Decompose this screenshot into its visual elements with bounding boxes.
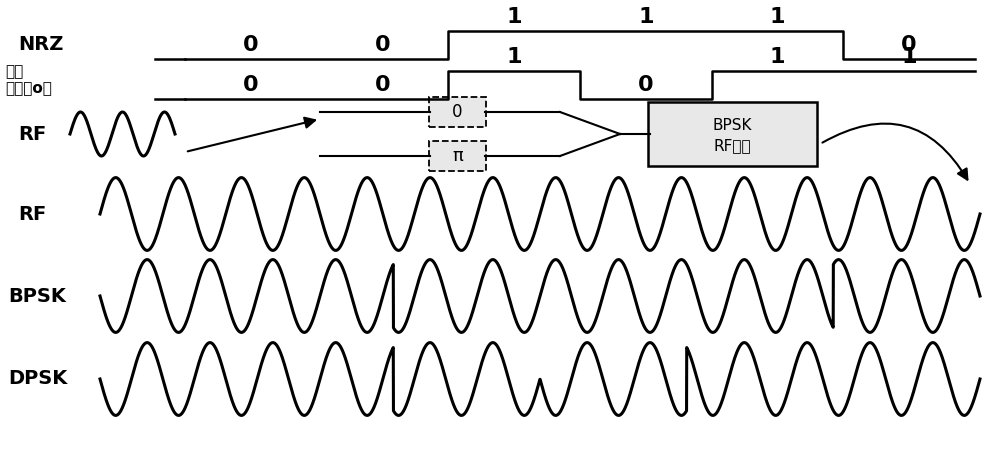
- Text: 1: 1: [770, 7, 785, 27]
- Text: 0: 0: [901, 35, 917, 55]
- Text: 0: 0: [375, 75, 390, 95]
- Text: 相对
位移（o）: 相对 位移（o）: [5, 64, 52, 96]
- Text: 0: 0: [243, 35, 259, 55]
- Text: 0: 0: [375, 35, 390, 55]
- Text: 1: 1: [901, 47, 917, 67]
- Text: 1: 1: [770, 47, 785, 67]
- Text: RF: RF: [18, 205, 46, 224]
- Text: BPSK: BPSK: [8, 286, 66, 306]
- FancyBboxPatch shape: [429, 141, 486, 171]
- Text: RF: RF: [18, 124, 46, 144]
- FancyBboxPatch shape: [648, 102, 817, 166]
- Text: 1: 1: [506, 47, 522, 67]
- Text: BPSK: BPSK: [713, 118, 752, 134]
- Text: 0: 0: [452, 103, 463, 121]
- Text: 1: 1: [506, 7, 522, 27]
- FancyBboxPatch shape: [429, 97, 486, 127]
- Text: 1: 1: [638, 7, 654, 27]
- Text: π: π: [452, 147, 463, 165]
- Text: 0: 0: [243, 75, 259, 95]
- Text: DPSK: DPSK: [8, 369, 67, 388]
- Text: 0: 0: [638, 75, 654, 95]
- Text: RF信号: RF信号: [714, 139, 751, 153]
- Text: NRZ: NRZ: [18, 35, 63, 55]
